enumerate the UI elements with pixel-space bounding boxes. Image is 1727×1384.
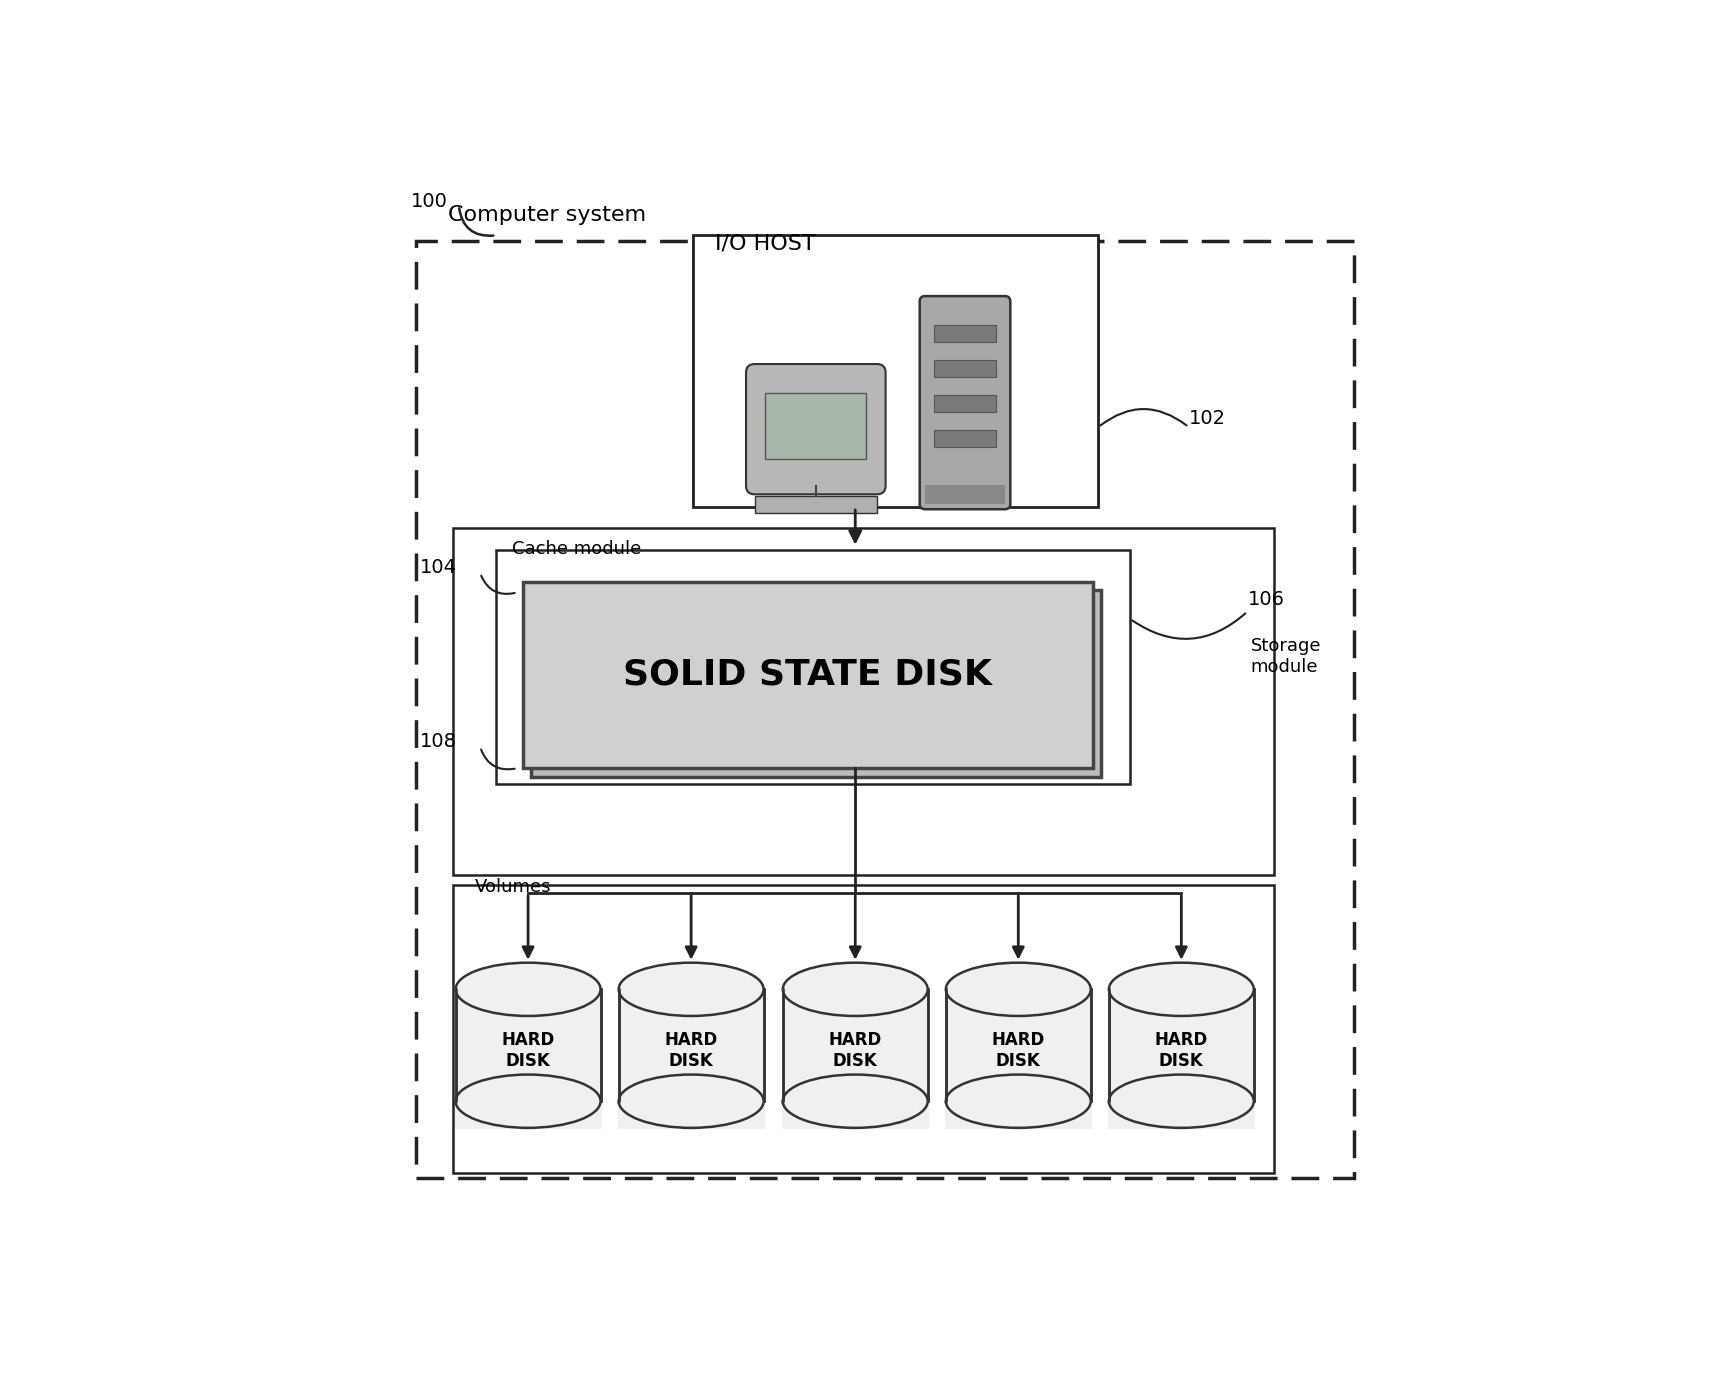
FancyBboxPatch shape [934,360,996,376]
Ellipse shape [946,1074,1091,1128]
FancyBboxPatch shape [1107,1102,1256,1129]
FancyBboxPatch shape [934,325,996,342]
FancyBboxPatch shape [782,1102,929,1129]
Text: HARD
DISK: HARD DISK [991,1031,1045,1070]
FancyBboxPatch shape [618,1102,765,1129]
FancyBboxPatch shape [496,549,1129,785]
FancyBboxPatch shape [693,235,1098,507]
Text: 108: 108 [420,732,456,752]
Text: Computer system: Computer system [449,205,646,224]
Text: HARD
DISK: HARD DISK [1155,1031,1207,1070]
Text: 104: 104 [420,558,456,577]
FancyBboxPatch shape [618,990,763,1102]
Ellipse shape [1109,963,1254,1016]
FancyBboxPatch shape [765,393,867,459]
FancyBboxPatch shape [1109,990,1254,1102]
FancyBboxPatch shape [945,1102,1091,1129]
Ellipse shape [946,963,1091,1016]
Text: SOLID STATE DISK: SOLID STATE DISK [623,657,993,692]
Text: 106: 106 [1247,590,1285,609]
FancyBboxPatch shape [746,364,886,494]
Text: I/O HOST: I/O HOST [715,234,815,253]
FancyBboxPatch shape [782,990,927,1102]
Ellipse shape [456,1074,601,1128]
Text: Volumes: Volumes [475,877,551,895]
Ellipse shape [782,1074,927,1128]
Text: Storage
module: Storage module [1250,637,1321,675]
Ellipse shape [618,1074,763,1128]
Ellipse shape [618,963,763,1016]
Text: Cache module: Cache module [513,540,641,558]
Text: HARD
DISK: HARD DISK [829,1031,882,1070]
FancyBboxPatch shape [454,886,1275,1174]
FancyBboxPatch shape [946,990,1091,1102]
FancyBboxPatch shape [416,241,1354,1179]
FancyBboxPatch shape [934,430,996,447]
FancyBboxPatch shape [532,590,1102,776]
FancyBboxPatch shape [920,296,1010,509]
FancyBboxPatch shape [523,581,1093,768]
Ellipse shape [456,963,601,1016]
FancyBboxPatch shape [926,484,1005,504]
Text: HARD
DISK: HARD DISK [501,1031,554,1070]
Ellipse shape [782,963,927,1016]
FancyBboxPatch shape [454,1102,601,1129]
FancyBboxPatch shape [755,497,877,513]
Text: 102: 102 [1188,410,1226,428]
Ellipse shape [1109,1074,1254,1128]
FancyBboxPatch shape [934,396,996,412]
FancyBboxPatch shape [454,529,1275,875]
Text: 100: 100 [411,191,447,210]
Text: HARD
DISK: HARD DISK [665,1031,718,1070]
FancyBboxPatch shape [456,990,601,1102]
